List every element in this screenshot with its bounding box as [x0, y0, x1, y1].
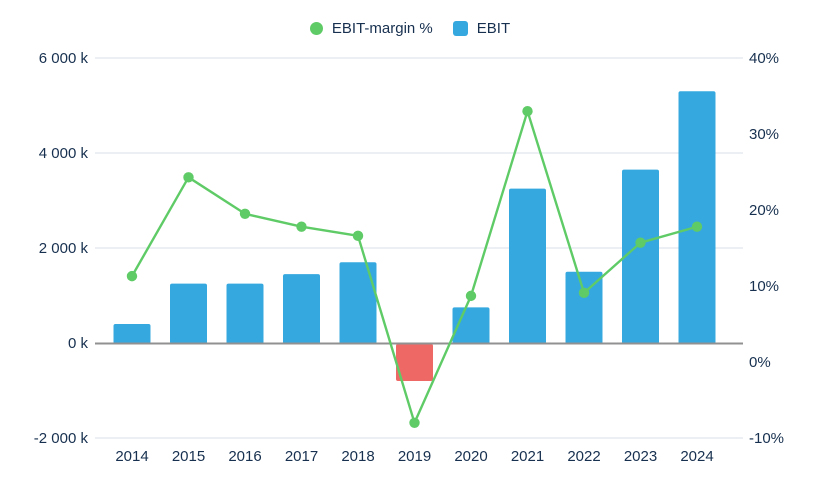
- bar-2022[interactable]: [565, 271, 603, 344]
- x-axis-tick-label: 2014: [115, 448, 148, 465]
- right-axis-tick-label: -10%: [749, 430, 784, 447]
- ebit-legend-square-icon: [452, 21, 468, 36]
- bar-2015[interactable]: [170, 283, 207, 344]
- left-axis-tick-label: 4 000 k: [39, 145, 89, 162]
- x-axis-tick-label: 2021: [511, 448, 544, 465]
- x-axis-tick-label: 2016: [228, 448, 261, 465]
- chart-legend: EBIT-margin % EBIT: [0, 20, 820, 37]
- right-axis-tick-label: 0%: [749, 354, 771, 371]
- ebit-margin-point-2019[interactable]: [409, 417, 420, 428]
- x-axis-tick-label: 2015: [172, 448, 205, 465]
- left-axis-tick-label: 6 000 k: [39, 50, 89, 67]
- ebit-margin-point-2015[interactable]: [183, 172, 194, 183]
- ebit-margin-point-2018[interactable]: [352, 230, 364, 242]
- ebit-margin-point-2021[interactable]: [522, 106, 533, 117]
- left-axis-tick-label: 0 k: [68, 335, 89, 352]
- ebit-margin-point-2017[interactable]: [296, 221, 307, 232]
- ebit-margin-point-2014[interactable]: [126, 270, 138, 282]
- x-axis-tick-label: 2024: [680, 448, 713, 465]
- ebit-margin-point-2023[interactable]: [635, 237, 646, 248]
- ebit-margin-point-2024[interactable]: [691, 221, 703, 232]
- legend-label-ebit-margin: EBIT-margin %: [331, 20, 433, 37]
- right-axis-tick-label: 40%: [749, 50, 779, 67]
- x-axis-tick-label: 2020: [454, 448, 487, 465]
- x-axis-tick-label: 2019: [398, 448, 431, 465]
- ebit-margin-legend-circle-icon: [309, 22, 323, 35]
- bar-2021[interactable]: [509, 188, 546, 344]
- x-axis-tick-label: 2018: [341, 448, 374, 465]
- bar-2016[interactable]: [226, 283, 264, 344]
- legend-item-ebit-margin[interactable]: EBIT-margin %: [309, 20, 433, 37]
- x-axis-tick-label: 2017: [285, 448, 318, 465]
- right-axis-tick-label: 20%: [749, 202, 779, 219]
- bar-2024[interactable]: [678, 91, 716, 344]
- right-axis-tick-label: 30%: [749, 126, 779, 143]
- ebit-margin-point-2016[interactable]: [239, 208, 251, 219]
- bar-2014[interactable]: [113, 324, 151, 344]
- legend-label-ebit: EBIT: [476, 20, 511, 37]
- bar-2023[interactable]: [622, 169, 659, 344]
- left-axis-tick-label: -2 000 k: [34, 430, 89, 447]
- ebit-margin-point-2022[interactable]: [578, 287, 590, 299]
- x-axis-tick-label: 2022: [567, 448, 600, 465]
- ebit-margin-point-2020[interactable]: [465, 290, 477, 302]
- x-axis-tick-label: 2023: [624, 448, 657, 465]
- bar-2019[interactable]: [396, 344, 433, 381]
- bar-2017[interactable]: [283, 274, 320, 344]
- legend-item-ebit[interactable]: EBIT: [452, 20, 511, 37]
- right-axis-tick-label: 10%: [749, 278, 779, 295]
- left-axis-tick-label: 2 000 k: [39, 240, 89, 257]
- bar-2018[interactable]: [339, 262, 377, 344]
